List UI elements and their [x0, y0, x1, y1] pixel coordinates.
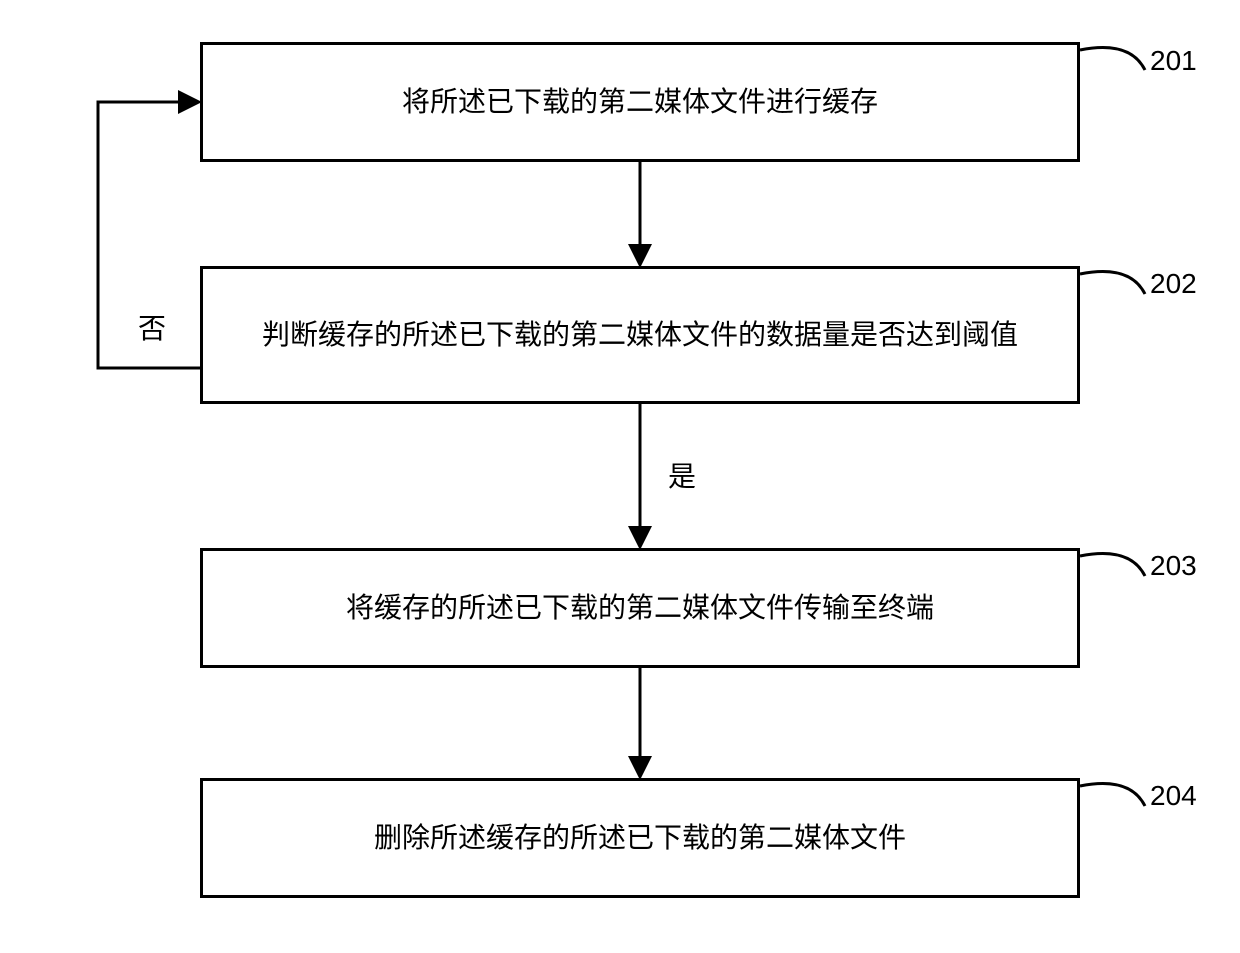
- tag-curve-203: [1080, 554, 1145, 577]
- step-4-text: 删除所述缓存的所述已下载的第二媒体文件: [374, 818, 906, 857]
- step-1-text: 将所述已下载的第二媒体文件进行缓存: [402, 82, 878, 121]
- tag-curve-201: [1080, 48, 1145, 71]
- tag-curve-202: [1080, 272, 1145, 295]
- step-3-box: 将缓存的所述已下载的第二媒体文件传输至终端: [200, 548, 1080, 668]
- tag-202: 202: [1150, 268, 1197, 300]
- step-3-text: 将缓存的所述已下载的第二媒体文件传输至终端: [346, 588, 934, 627]
- step-4-box: 删除所述缓存的所述已下载的第二媒体文件: [200, 778, 1080, 898]
- step-2-text: 判断缓存的所述已下载的第二媒体文件的数据量是否达到阈值: [262, 315, 1018, 354]
- tag-203: 203: [1150, 550, 1197, 582]
- step-2-box: 判断缓存的所述已下载的第二媒体文件的数据量是否达到阈值: [200, 266, 1080, 404]
- flowchart-canvas: 将所述已下载的第二媒体文件进行缓存 判断缓存的所述已下载的第二媒体文件的数据量是…: [0, 0, 1240, 953]
- label-yes: 是: [668, 455, 696, 495]
- tag-201: 201: [1150, 45, 1197, 77]
- label-no: 否: [138, 307, 166, 347]
- tag-204: 204: [1150, 780, 1197, 812]
- step-1-box: 将所述已下载的第二媒体文件进行缓存: [200, 42, 1080, 162]
- tag-curve-204: [1080, 784, 1145, 807]
